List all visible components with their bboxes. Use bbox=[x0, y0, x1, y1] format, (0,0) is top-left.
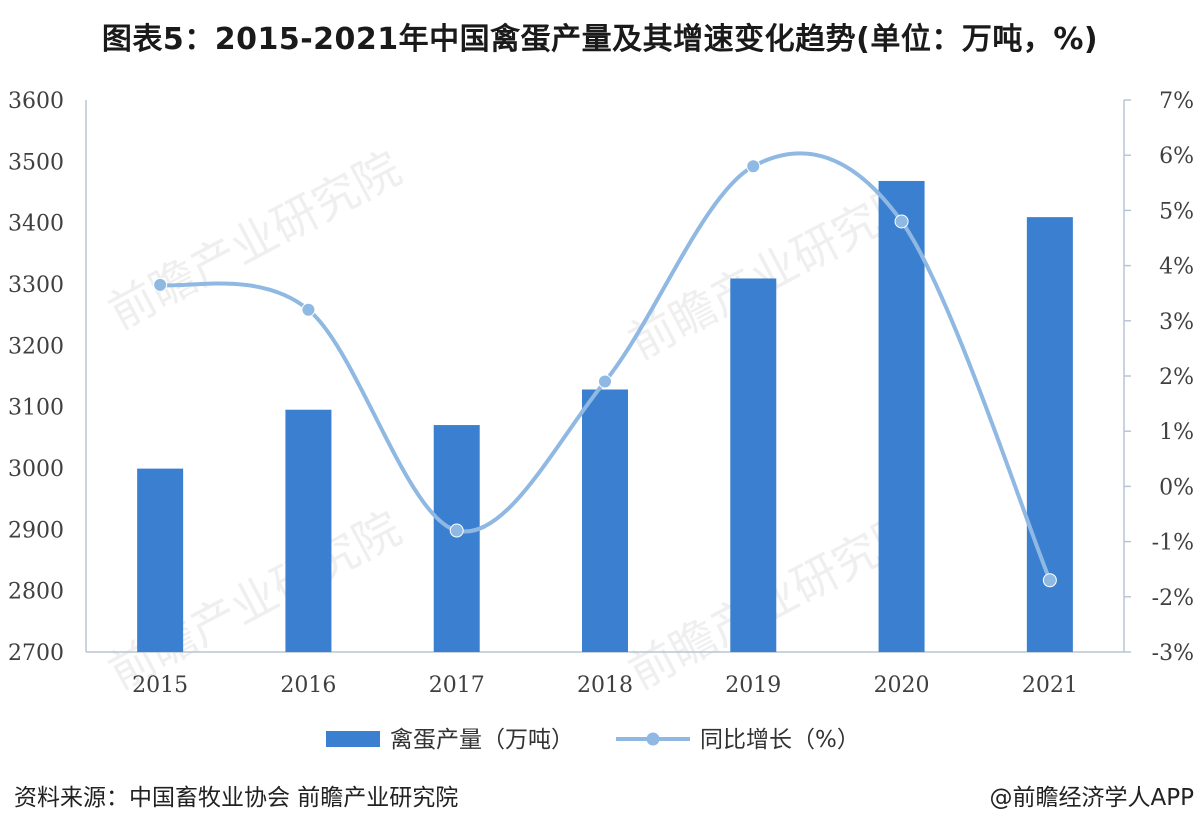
x-tick-label: 2016 bbox=[280, 673, 336, 698]
left-tick-label: 2900 bbox=[8, 518, 64, 543]
right-tick-label: 2% bbox=[1159, 365, 1194, 390]
right-tick-label: 0% bbox=[1159, 475, 1194, 500]
left-tick-label: 3000 bbox=[8, 457, 64, 482]
growth-point-2015 bbox=[153, 277, 168, 292]
growth-point-2019 bbox=[746, 159, 761, 174]
growth-line-path bbox=[159, 151, 1052, 582]
growth-point-2016 bbox=[301, 302, 316, 317]
source-note: 资料来源：中国畜牧业协会 前瞻产业研究院 bbox=[14, 785, 459, 811]
right-tick-label: 3% bbox=[1159, 310, 1194, 335]
bar-2019 bbox=[730, 278, 777, 652]
left-axis-ticks: 2700 2800 2900 3000 3100 3200 3300 3400 3500 3600 bbox=[8, 89, 64, 666]
credit-note: @前瞻经济学人APP bbox=[989, 785, 1194, 811]
chart-title: 图表5：2015-2021年中国禽蛋产量及其增速变化趋势(单位：万吨，%) bbox=[101, 22, 1099, 57]
x-tick-label: 2017 bbox=[429, 673, 485, 698]
watermarks: 前瞻产业研究院前瞻产业研究院前瞻产业研究院前瞻产业研究院 bbox=[100, 141, 930, 700]
line-series bbox=[153, 151, 1057, 588]
right-tick-label: 7% bbox=[1159, 89, 1194, 114]
x-tick-label: 2019 bbox=[725, 673, 781, 698]
right-tick-label: 6% bbox=[1159, 144, 1194, 169]
left-tick-label: 2800 bbox=[8, 580, 64, 605]
right-tick-label: -2% bbox=[1152, 586, 1194, 611]
bar-2016 bbox=[285, 409, 332, 652]
right-axis-ticks: -3% -2% -1% 0% 1% 2% 3% 4% 5% 6% 7% bbox=[1124, 89, 1194, 666]
left-tick-label: 3300 bbox=[8, 273, 64, 298]
legend-line-marker bbox=[646, 732, 660, 746]
left-tick-label: 3100 bbox=[8, 396, 64, 421]
bar-2020 bbox=[878, 180, 925, 652]
bar-series bbox=[137, 180, 1073, 652]
legend-bar-swatch bbox=[326, 731, 380, 747]
left-tick-label: 2700 bbox=[8, 641, 64, 666]
left-tick-label: 3500 bbox=[8, 150, 64, 175]
bar-2017 bbox=[433, 425, 480, 652]
bar-2018 bbox=[582, 389, 628, 652]
left-tick-label: 3400 bbox=[8, 212, 64, 237]
growth-point-2020 bbox=[894, 214, 909, 229]
left-tick-label: 3200 bbox=[8, 334, 64, 359]
right-tick-label: -3% bbox=[1152, 641, 1194, 666]
legend-line-label: 同比增长（%） bbox=[700, 727, 860, 753]
right-tick-label: 1% bbox=[1159, 420, 1194, 445]
left-tick-label: 3600 bbox=[8, 89, 64, 114]
legend-bar-label: 禽蛋产量（万吨） bbox=[390, 727, 574, 753]
legend: 禽蛋产量（万吨） 同比增长（%） bbox=[326, 727, 860, 753]
growth-point-2021 bbox=[1042, 573, 1057, 588]
watermark-text: 前瞻产业研究院 bbox=[100, 141, 410, 340]
bar-2015 bbox=[137, 468, 184, 652]
right-tick-label: 5% bbox=[1159, 199, 1194, 224]
right-tick-label: -1% bbox=[1152, 531, 1194, 556]
category-labels: 2015 2016 2017 2018 2019 2020 2021 bbox=[132, 673, 1078, 698]
x-tick-label: 2020 bbox=[874, 673, 930, 698]
right-tick-label: 4% bbox=[1159, 255, 1194, 280]
x-tick-label: 2021 bbox=[1022, 673, 1078, 698]
x-tick-label: 2015 bbox=[132, 673, 188, 698]
growth-point-2018 bbox=[598, 374, 612, 389]
growth-point-2017 bbox=[449, 523, 464, 538]
x-tick-label: 2018 bbox=[577, 673, 633, 698]
